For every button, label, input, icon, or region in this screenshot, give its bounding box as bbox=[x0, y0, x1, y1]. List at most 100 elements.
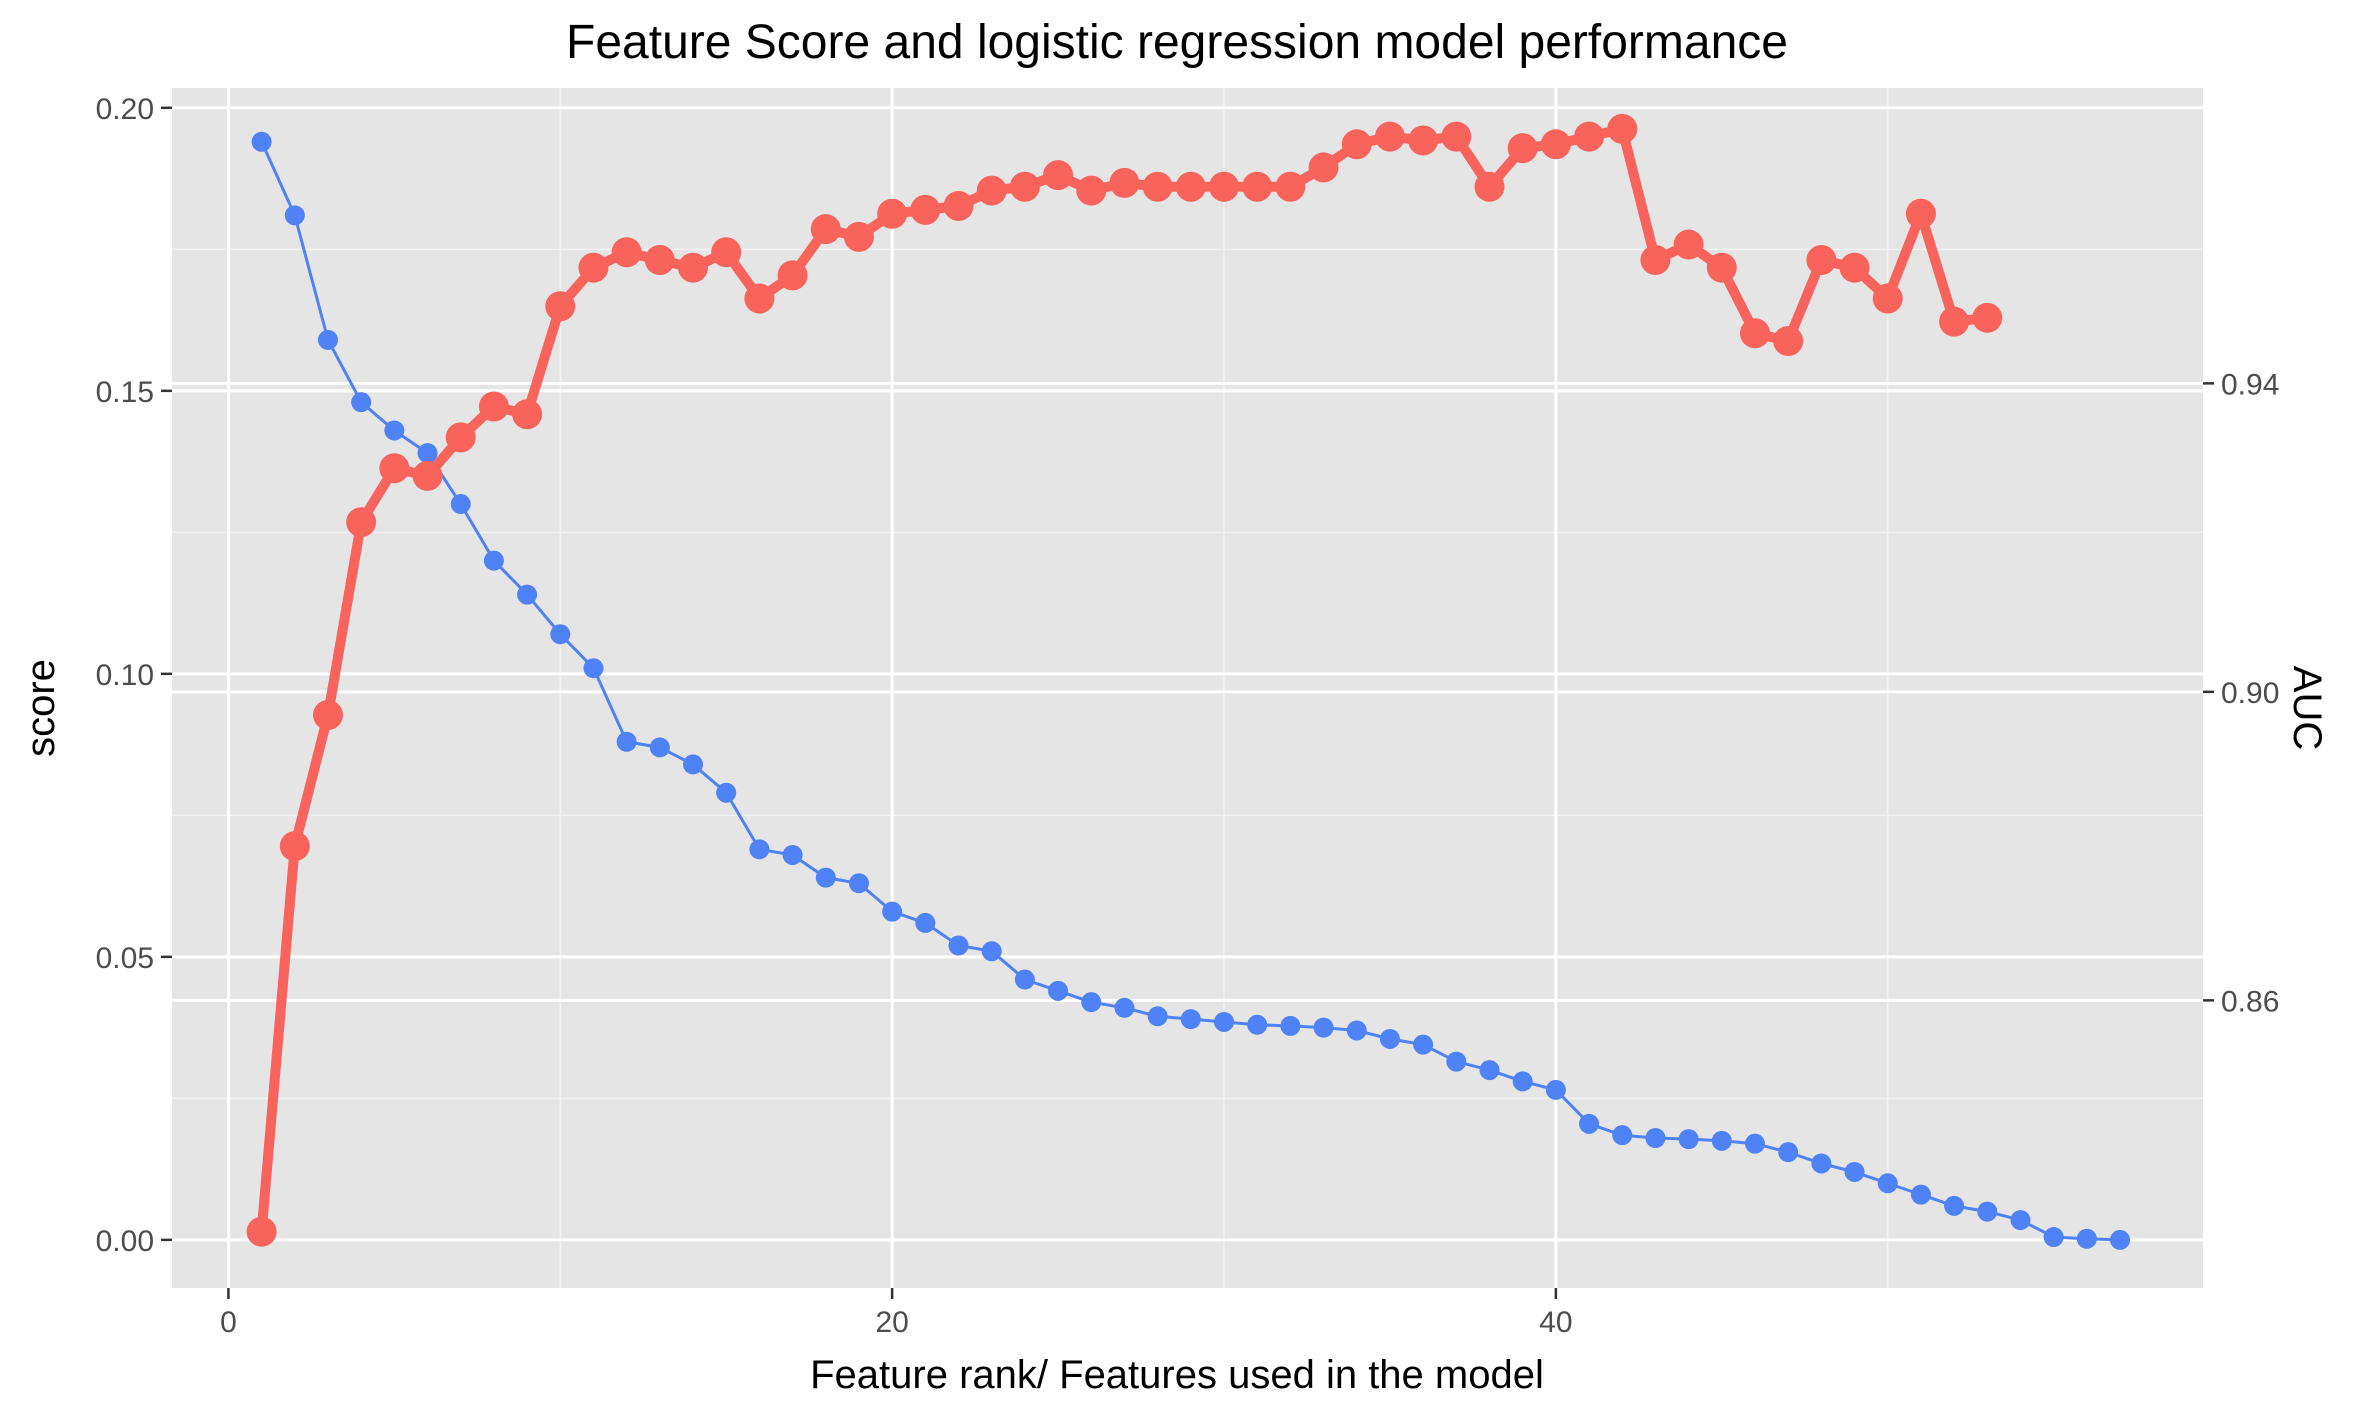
auc-series-point bbox=[512, 399, 543, 430]
score-series-point bbox=[483, 550, 504, 571]
x-tick-label: 0 bbox=[220, 1306, 237, 1339]
auc-series-point bbox=[246, 1216, 277, 1247]
auc-series-point bbox=[412, 460, 443, 491]
y-tick-label: 0.10 bbox=[96, 659, 154, 692]
auc-series-point bbox=[843, 221, 874, 252]
auc-series-point bbox=[1242, 171, 1273, 202]
auc-series-point bbox=[1043, 160, 1074, 191]
score-series-point bbox=[1247, 1014, 1268, 1035]
score-series-point bbox=[1877, 1173, 1898, 1194]
score-series-point bbox=[649, 737, 670, 758]
score-series-point bbox=[1977, 1201, 1998, 1222]
score-series-point bbox=[1711, 1130, 1732, 1151]
auc-series-point bbox=[1706, 252, 1737, 283]
score-series-point bbox=[550, 624, 571, 645]
y-tick-label: 0.00 bbox=[96, 1225, 154, 1258]
score-series-point bbox=[517, 584, 538, 605]
auc-series-point bbox=[1308, 152, 1339, 183]
score-series-point bbox=[1778, 1142, 1799, 1163]
score-series-point bbox=[1081, 992, 1102, 1013]
auc-series-point bbox=[1076, 175, 1107, 206]
auc-series-point bbox=[777, 260, 808, 291]
auc-series-point bbox=[711, 237, 742, 268]
score-series-point bbox=[1844, 1161, 1865, 1182]
score-series-point bbox=[251, 131, 272, 152]
auc-series-point bbox=[1905, 198, 1936, 229]
score-series-point bbox=[2076, 1228, 2097, 1249]
score-series-point bbox=[2110, 1229, 2131, 1250]
auc-series-point bbox=[445, 422, 476, 453]
auc-series-point bbox=[1640, 244, 1671, 275]
y2-tick-label: 0.86 bbox=[2221, 985, 2279, 1018]
score-series-point bbox=[2043, 1227, 2064, 1248]
y-tick-label: 0.15 bbox=[96, 376, 154, 409]
y-tick-label: 0.05 bbox=[96, 942, 154, 975]
series-layer bbox=[246, 113, 2131, 1250]
auc-series-point bbox=[1474, 171, 1505, 202]
score-series-point bbox=[749, 839, 770, 860]
auc-series-point bbox=[1209, 171, 1240, 202]
auc-series-point bbox=[1574, 121, 1605, 152]
chart-title: Feature Score and logistic regression mo… bbox=[566, 16, 1788, 69]
score-series-point bbox=[948, 935, 969, 956]
auc-series-point bbox=[312, 699, 343, 730]
auc-series-point bbox=[1540, 129, 1571, 160]
auc-series-point bbox=[943, 190, 974, 221]
auc-series-point bbox=[1872, 283, 1903, 314]
x-tick-label: 40 bbox=[1539, 1306, 1572, 1339]
auc-series-point bbox=[545, 291, 576, 322]
score-series-point bbox=[981, 941, 1002, 962]
score-series-point bbox=[583, 658, 604, 679]
score-series-point bbox=[882, 901, 903, 922]
score-series-point bbox=[1346, 1020, 1367, 1041]
score-series-point bbox=[1114, 997, 1135, 1018]
auc-series-point bbox=[1507, 133, 1538, 164]
auc-series-point bbox=[1839, 252, 1870, 283]
score-series-point bbox=[1446, 1051, 1467, 1072]
auc-series-point bbox=[1673, 229, 1704, 260]
score-series-point bbox=[616, 731, 637, 752]
score-series-point bbox=[1479, 1060, 1500, 1081]
score-series-point bbox=[1313, 1017, 1334, 1038]
auc-series-point bbox=[976, 175, 1007, 206]
auc-series-point bbox=[1739, 318, 1770, 349]
auc-series-point bbox=[1009, 171, 1040, 202]
auc-series-point bbox=[1607, 113, 1638, 144]
score-series-point bbox=[351, 392, 372, 413]
auc-series-point bbox=[644, 244, 675, 275]
auc-series-point bbox=[379, 453, 410, 484]
auc-series-point bbox=[578, 252, 609, 283]
auc-series-point bbox=[1773, 325, 1804, 356]
y2-tick-label: 0.90 bbox=[2221, 677, 2279, 710]
auc-series-point bbox=[279, 831, 310, 862]
score-series-point bbox=[1645, 1128, 1666, 1148]
auc-series-point bbox=[1374, 121, 1405, 152]
score-series-point bbox=[450, 494, 471, 515]
score-series-point bbox=[1612, 1125, 1633, 1146]
score-series-point bbox=[1944, 1195, 1965, 1216]
auc-series-point bbox=[1142, 171, 1173, 202]
auc-series-point bbox=[810, 214, 841, 245]
auc-series-point bbox=[1441, 121, 1472, 152]
minor-grid bbox=[172, 88, 2203, 1288]
score-series-point bbox=[417, 443, 438, 464]
score-series-point bbox=[1280, 1015, 1301, 1036]
score-series-point bbox=[1214, 1011, 1235, 1032]
auc-series-point bbox=[1109, 167, 1140, 198]
score-series-point bbox=[1744, 1133, 1765, 1154]
score-series-point bbox=[915, 912, 936, 933]
score-series-point bbox=[1014, 969, 1035, 990]
auc-series-point bbox=[877, 198, 908, 229]
score-series-point bbox=[1048, 980, 1069, 1001]
score-series-point bbox=[1379, 1028, 1400, 1049]
score-series-point bbox=[1545, 1079, 1566, 1100]
score-series-point bbox=[782, 844, 803, 865]
score-series-point bbox=[815, 867, 836, 888]
x-tick-label: 20 bbox=[875, 1306, 908, 1339]
score-series-point bbox=[1910, 1184, 1931, 1205]
auc-series-point bbox=[1275, 171, 1306, 202]
auc-series-point bbox=[744, 283, 775, 314]
auc-series-point bbox=[1408, 125, 1439, 156]
y-axis-tick-labels: 0.00 0.05 0.10 0.15 0.20 bbox=[96, 93, 154, 1258]
